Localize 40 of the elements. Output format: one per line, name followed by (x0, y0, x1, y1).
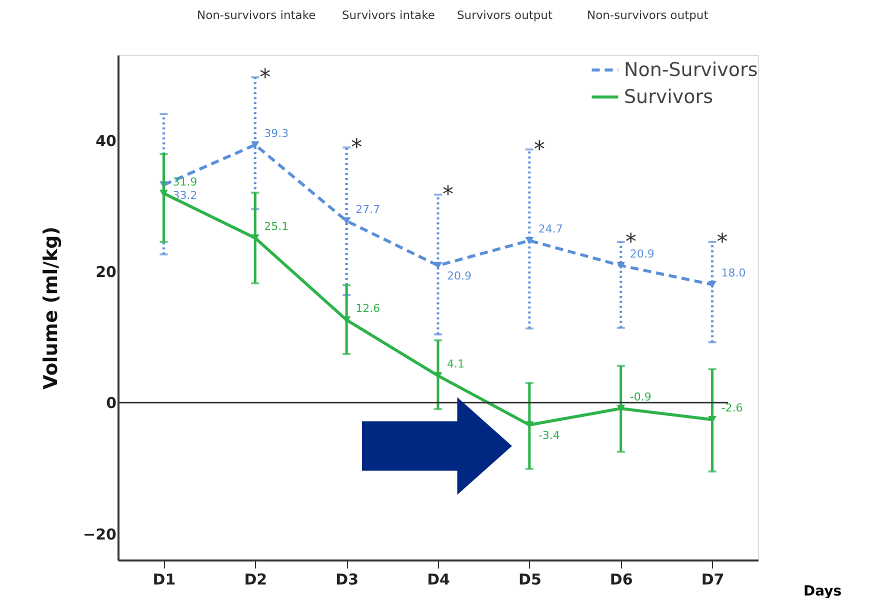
legend-label: Non-Survivors (624, 59, 758, 81)
text: Survivors intake (342, 8, 435, 22)
legend-label: Survivors (624, 86, 714, 108)
annotation: * (442, 182, 454, 208)
x-tick-label: D4 (427, 570, 450, 588)
data-label: -0.9 (630, 390, 652, 404)
y-tick-label: 0 (106, 394, 116, 412)
point (708, 280, 716, 288)
data-label: 39.3 (264, 126, 289, 140)
y-tick-label: 40 (96, 132, 116, 150)
x-tick-label: D1 (152, 570, 176, 588)
annotation: * (260, 65, 271, 90)
point (616, 262, 626, 270)
annotation: * (716, 230, 728, 255)
data-label: 4.1 (447, 358, 464, 371)
text: Survivors output (457, 8, 553, 22)
data-label: 20.9 (447, 270, 472, 283)
x-tick-label: D6 (610, 570, 633, 588)
y-tick-label: −20 (83, 525, 116, 544)
annotation: * (534, 137, 545, 162)
point (525, 236, 534, 244)
data-label: 31.9 (172, 175, 198, 188)
y-tick-label: 20 (96, 262, 116, 281)
data-label: -2.6 (721, 402, 743, 415)
x-tick-label: D3 (336, 570, 359, 588)
data-label: 20.9 (630, 248, 654, 261)
x-tick-label: D2 (244, 570, 268, 588)
y-axis-title: Volume (ml/kg) (40, 226, 62, 390)
x-tick-label: D5 (518, 570, 542, 588)
annotation: * (351, 135, 362, 160)
data-label: 18.0 (721, 266, 746, 280)
data-label: 24.7 (538, 222, 563, 236)
text: Non-survivors output (587, 8, 709, 22)
data-label: 25.1 (264, 220, 289, 233)
data-label: 27.7 (356, 202, 380, 216)
text: Non-survivors intake (197, 8, 316, 22)
point (250, 141, 260, 148)
data-label: 12.6 (356, 302, 380, 315)
x-tick-label: D7 (701, 570, 724, 588)
data-label: -3.4 (538, 428, 560, 442)
